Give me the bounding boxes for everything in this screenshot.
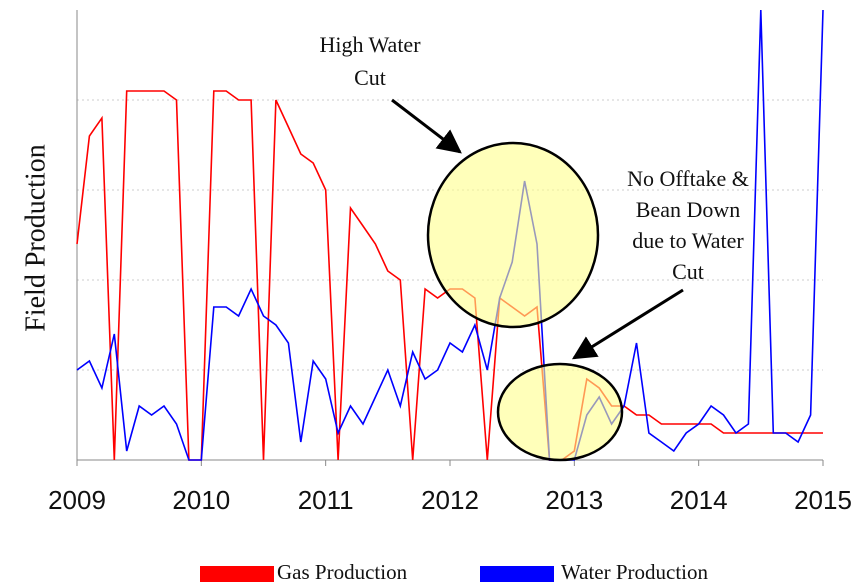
y-axis-label: Field Production xyxy=(20,144,51,331)
legend-swatch xyxy=(200,566,274,582)
x-tick-label: 2009 xyxy=(48,485,106,515)
annotation: due to Water xyxy=(632,228,744,253)
legend-swatch xyxy=(480,566,554,582)
legend-label: Water Production xyxy=(561,560,709,584)
x-tick-label: 2012 xyxy=(421,485,479,515)
arrow xyxy=(571,288,684,360)
annotation: Cut xyxy=(354,65,386,90)
x-tick-label: 2015 xyxy=(794,485,852,515)
annotation: Cut xyxy=(672,259,704,284)
arrow xyxy=(391,98,462,154)
x-tick-label: 2014 xyxy=(670,485,728,515)
x-tick-label: 2010 xyxy=(172,485,230,515)
annotation: No Offtake & xyxy=(627,166,749,191)
annotation: Bean Down xyxy=(636,197,740,222)
x-tick-label: 2011 xyxy=(298,485,354,515)
highlight-ellipse xyxy=(426,141,600,329)
legend-label: Gas Production xyxy=(277,560,408,584)
series-line xyxy=(76,9,824,461)
highlight-ellipse xyxy=(496,362,624,462)
annotation: High Water xyxy=(319,32,421,57)
x-tick-label: 2013 xyxy=(545,485,603,515)
